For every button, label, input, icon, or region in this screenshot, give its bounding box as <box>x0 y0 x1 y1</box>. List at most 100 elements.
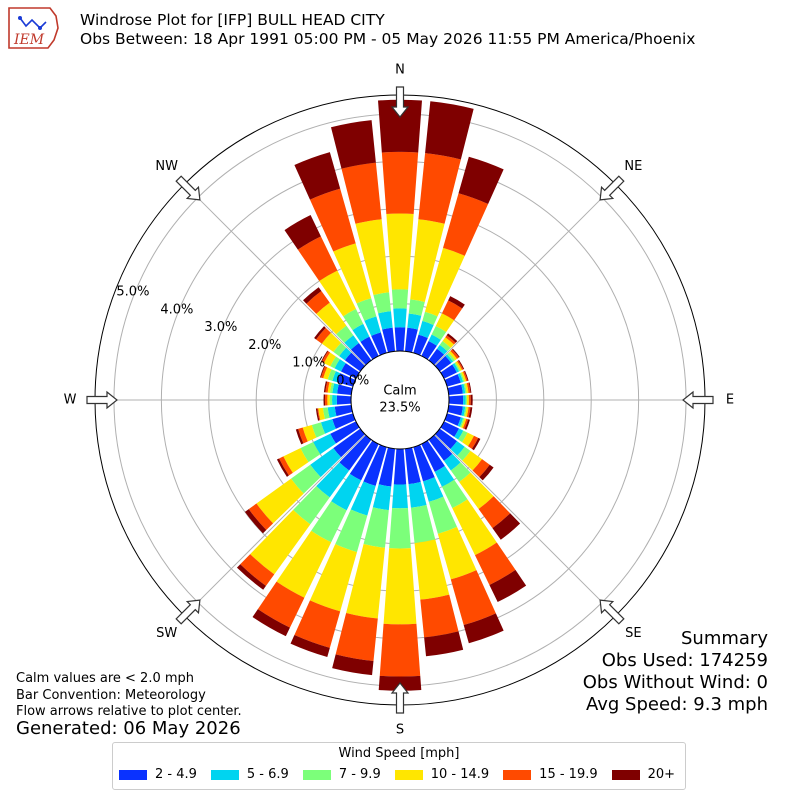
windrose-bar-segment <box>425 101 474 160</box>
windrose-bar-segment <box>404 327 418 353</box>
windrose-bar-segment <box>346 544 385 619</box>
windrose-bar-segment <box>404 447 421 485</box>
windrose-bar-segment <box>325 381 330 393</box>
windrose-bar-segment <box>472 459 490 478</box>
windrose-bar-segment <box>256 478 304 524</box>
windrose-bar-segment <box>462 450 483 471</box>
windrose-bar-segment <box>332 395 337 405</box>
windrose-bar-segment <box>420 594 459 638</box>
calm-circle <box>350 350 450 450</box>
windrose-bar-segment <box>378 99 422 153</box>
windrose-bar-segment <box>334 404 353 417</box>
legend-swatch <box>119 769 147 780</box>
radial-tick-label: 4.0% <box>160 302 193 317</box>
windrose-bar-segment <box>424 247 465 317</box>
windrose-bar-segment <box>466 394 469 406</box>
windrose-bar-segment <box>445 354 454 364</box>
windrose-bar-segment <box>389 507 411 549</box>
windrose-bar-segment <box>333 342 347 357</box>
windrose-bar-segment <box>363 444 387 486</box>
windrose-bar-segment <box>444 413 461 426</box>
windrose-bar-segment <box>447 384 463 396</box>
legend-label: 5 - 6.9 <box>246 767 289 782</box>
legend-label: 7 - 9.9 <box>338 767 381 782</box>
summary-heading: Summary <box>681 628 768 649</box>
windrose-bar-segment <box>393 448 407 485</box>
windrose-bar-segment <box>333 428 365 458</box>
windrose-bar-segment <box>336 373 356 387</box>
windrose-bar-segment <box>408 299 425 316</box>
chart-title: Windrose Plot for [IFP] BULL HEAD CITY <box>80 11 385 29</box>
windrose-bar-segment <box>324 394 328 406</box>
windrose-bar-segment <box>327 394 330 406</box>
windrose-bar-segment <box>462 432 474 447</box>
windrose-bar-segment <box>463 395 466 405</box>
windrose-bar-segment <box>471 437 481 451</box>
windrose-bar-segment <box>450 349 459 359</box>
windrose-bar-segment <box>276 530 332 598</box>
legend-item: 5 - 6.9 <box>210 767 289 782</box>
summary-obs-without-wind: Obs Without Wind: 0 <box>582 672 768 693</box>
windrose-bar-segment <box>341 162 382 224</box>
windrose-bars <box>236 99 527 691</box>
windrose-bar-segment <box>447 404 463 416</box>
legend-swatch <box>210 769 239 780</box>
plot-notes: Calm values are < 2.0 mph Bar Convention… <box>16 671 242 721</box>
windrose-bar-segment <box>327 406 337 418</box>
windrose-bar-segment <box>421 340 437 360</box>
calm-label: Calm <box>383 384 416 399</box>
windrose-bar-segment <box>464 419 470 430</box>
windrose-bar-segment <box>336 325 354 343</box>
windrose-bar-segment <box>448 350 458 361</box>
windrose-bar-segment <box>443 453 461 471</box>
windrose-bar-segment <box>378 311 393 330</box>
legend-swatch <box>503 769 532 780</box>
windrose-bar-segment <box>330 120 376 169</box>
windrose-bar-segment <box>311 501 347 543</box>
bar-convention-note: Bar Convention: Meteorology <box>16 687 206 703</box>
windrose-bar-segment <box>418 153 461 224</box>
windrose-bar-segment <box>468 382 472 393</box>
windrose-bar-segment <box>386 213 414 290</box>
windrose-bar-segment <box>356 298 377 321</box>
windrose-bar-segment <box>276 458 289 477</box>
windrose-bar-segment <box>383 548 417 625</box>
windrose-bar-segment <box>456 360 464 371</box>
windrose-bar-segment <box>408 481 427 508</box>
windrose-bar-segment <box>450 441 465 456</box>
legend-items: 2 - 4.9 5 - 6.9 7 - 9.9 10 - 14.9 15 - 19.9 2… <box>119 767 689 782</box>
compass-label: E <box>726 393 734 408</box>
windrose-bar-segment <box>248 503 274 531</box>
legend-swatch <box>302 769 331 780</box>
windrose-bar-segment <box>337 384 353 396</box>
windrose-bar-segment <box>436 344 448 355</box>
windrose-bar-segment <box>435 355 452 372</box>
windrose-bar-segment <box>479 464 494 481</box>
windrose-bar-segment <box>457 417 464 427</box>
grid-spoke <box>183 183 366 366</box>
windrose-bar-segment <box>360 336 379 360</box>
windrose-bar-segment <box>410 219 445 302</box>
compass-label: W <box>64 393 77 408</box>
windrose-bar-segment <box>440 421 460 437</box>
legend-item: 2 - 4.9 <box>119 767 197 782</box>
windrose-bar-segment <box>371 332 387 356</box>
windrose-bar-segment <box>350 481 376 516</box>
windrose-bar-segment <box>391 289 409 309</box>
windrose-bar-segment <box>240 554 275 586</box>
polar-labels: N NE E SE S SW W NW 0.0% 1.0% 2.0% 3.0% 4.0% 5.0% Calm… <box>64 63 735 738</box>
windrose-bar-segment <box>335 509 368 553</box>
windrose-bar-segment <box>489 569 527 603</box>
windrose-bar-segment <box>474 542 516 585</box>
windrose-bar-segment <box>466 382 471 394</box>
windrose-bar-segment <box>457 446 471 461</box>
windrose-bar-segment <box>293 486 330 525</box>
windrose-bar-segment <box>435 428 458 450</box>
windrose-bar-segment <box>452 348 460 358</box>
windrose-bar-segment <box>466 406 471 418</box>
windrose-bar-segment <box>303 287 322 304</box>
windrose-bar-segment <box>461 406 466 417</box>
windrose-bar-segment <box>450 570 496 626</box>
windrose-bar-segment <box>327 369 336 381</box>
windrose-bar-segment <box>236 564 266 590</box>
